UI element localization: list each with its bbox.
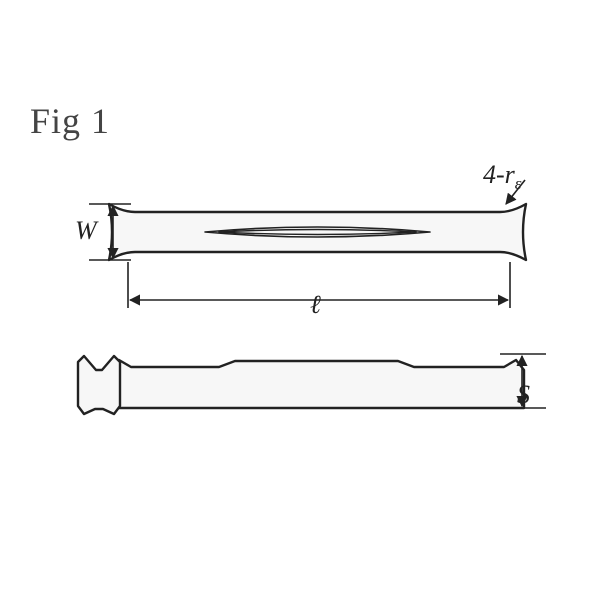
label-S: S [517,380,530,410]
label-corner-main: 4-r [483,160,515,189]
label-corner: 4-rε [483,160,521,194]
drawing-svg [0,0,600,600]
figure-title: Fig 1 [30,100,110,142]
label-W: W [75,216,97,246]
label-corner-sub: ε [515,174,522,193]
figure-canvas: { "figure": { "title": "Fig 1", "title_p… [0,0,600,600]
label-l: ℓ [310,290,321,320]
